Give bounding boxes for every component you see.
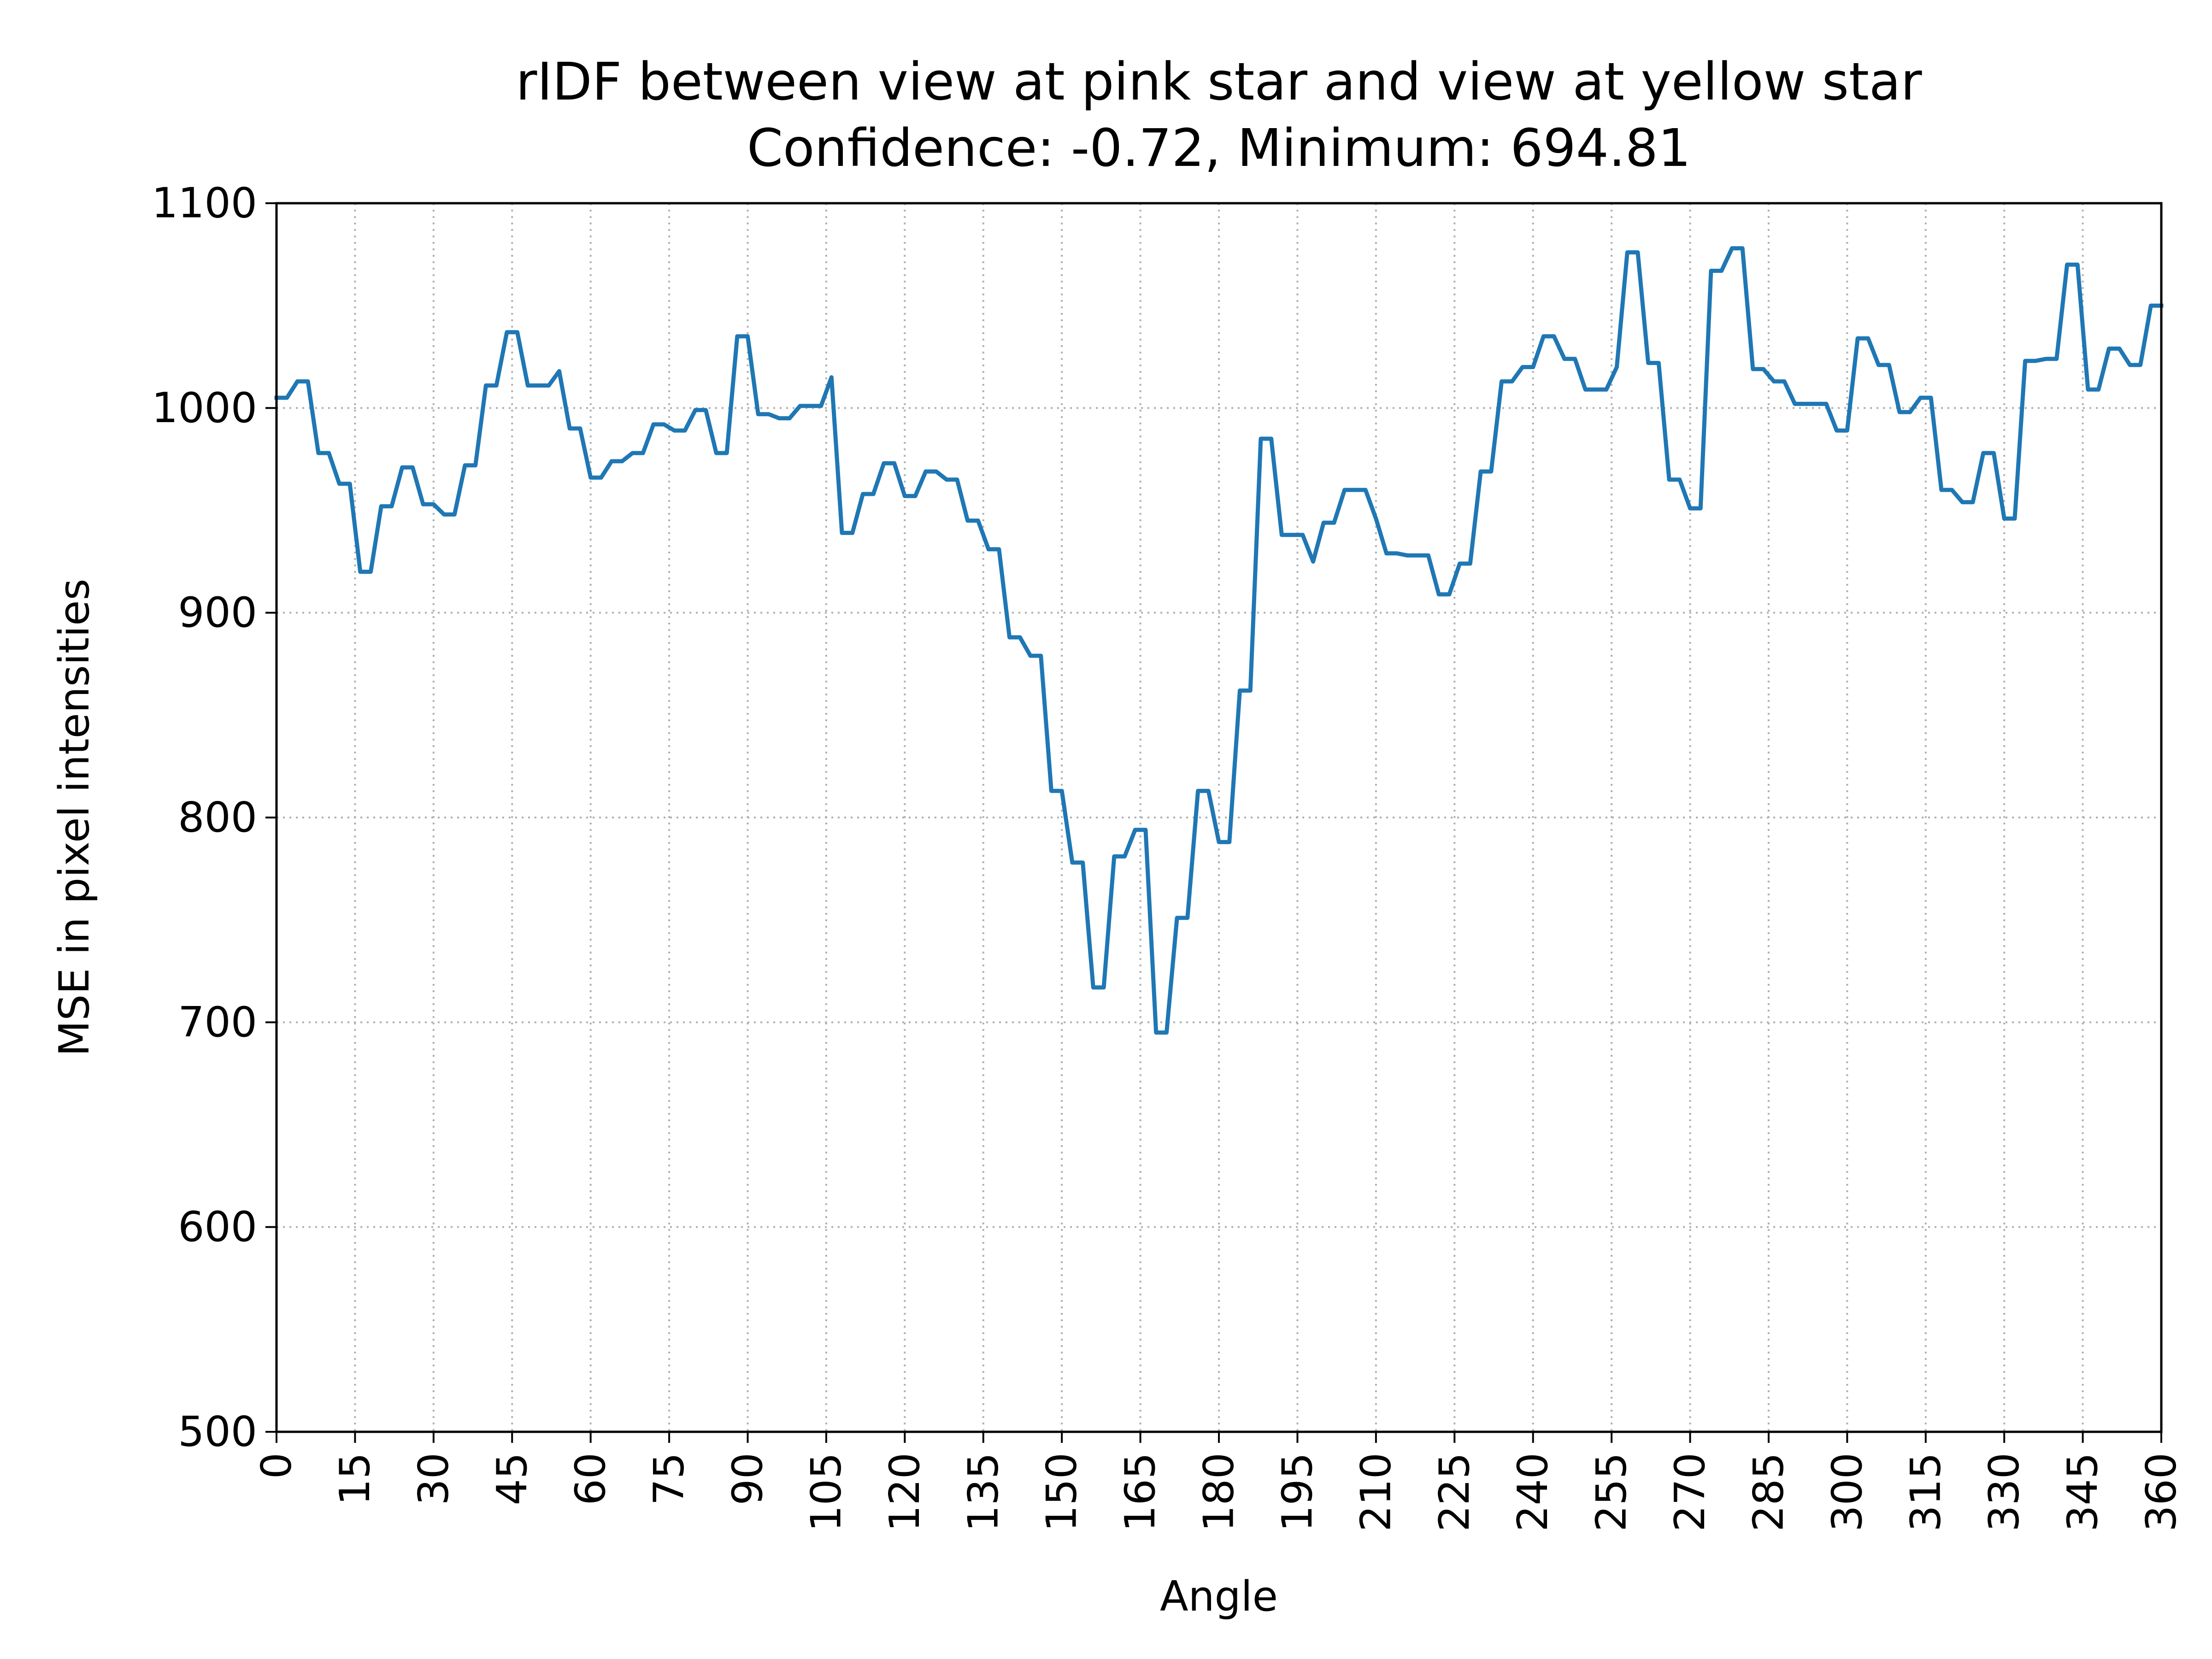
chart-title: rIDF between view at pink star and view … xyxy=(516,52,1922,112)
x-tick-label: 60 xyxy=(566,1453,615,1506)
y-tick-label: 1100 xyxy=(152,179,257,228)
y-axis: 500 600 700 800 900 1000 1100 xyxy=(152,179,276,1456)
x-tick-label: 165 xyxy=(1116,1453,1165,1532)
y-tick-label: 800 xyxy=(178,794,257,842)
y-tick-label: 600 xyxy=(178,1203,257,1251)
x-tick-label: 180 xyxy=(1195,1453,1243,1532)
plot-area xyxy=(274,246,2164,1035)
chart-subtitle: Confidence: -0.72, Minimum: 694.81 xyxy=(747,118,1691,178)
x-tick-label: 240 xyxy=(1509,1453,1557,1532)
x-tick-label: 285 xyxy=(1744,1453,1793,1532)
x-tick-label: 195 xyxy=(1273,1453,1322,1532)
x-tick-label: 15 xyxy=(331,1453,379,1506)
x-tick-label: 0 xyxy=(253,1453,301,1479)
x-axis-label: Angle xyxy=(1160,1572,1278,1621)
x-tick-label: 330 xyxy=(1980,1453,2029,1532)
x-tick-label: 150 xyxy=(1038,1453,1086,1532)
x-tick-label: 360 xyxy=(2137,1453,2186,1532)
x-tick-label: 30 xyxy=(409,1453,458,1506)
x-tick-label: 270 xyxy=(1666,1453,1714,1532)
y-axis-label: MSE in pixel intensities xyxy=(50,579,99,1057)
x-tick-label: 225 xyxy=(1430,1453,1479,1532)
x-tick-label: 300 xyxy=(1823,1453,1871,1532)
x-tick-label: 120 xyxy=(881,1453,929,1532)
y-tick-label: 500 xyxy=(178,1408,257,1456)
x-tick-label: 45 xyxy=(488,1453,536,1506)
x-tick-label: 75 xyxy=(645,1453,694,1506)
x-tick-label: 90 xyxy=(724,1453,772,1506)
y-tick-label: 900 xyxy=(178,588,257,637)
y-tick-label: 1000 xyxy=(152,384,257,432)
x-tick-label: 210 xyxy=(1352,1453,1400,1532)
y-tick-label: 700 xyxy=(178,998,257,1047)
x-tick-label: 105 xyxy=(802,1453,850,1532)
x-tick-label: 315 xyxy=(1901,1453,1950,1532)
x-tick-label: 345 xyxy=(2059,1453,2107,1532)
x-tick-label: 255 xyxy=(1588,1453,1636,1532)
series-line xyxy=(274,246,2164,1035)
x-tick-label: 135 xyxy=(959,1453,1007,1532)
x-axis: 0 15 30 45 60 75 90 105 120 135 150 165 180 195 210 225… xyxy=(253,1432,2186,1532)
